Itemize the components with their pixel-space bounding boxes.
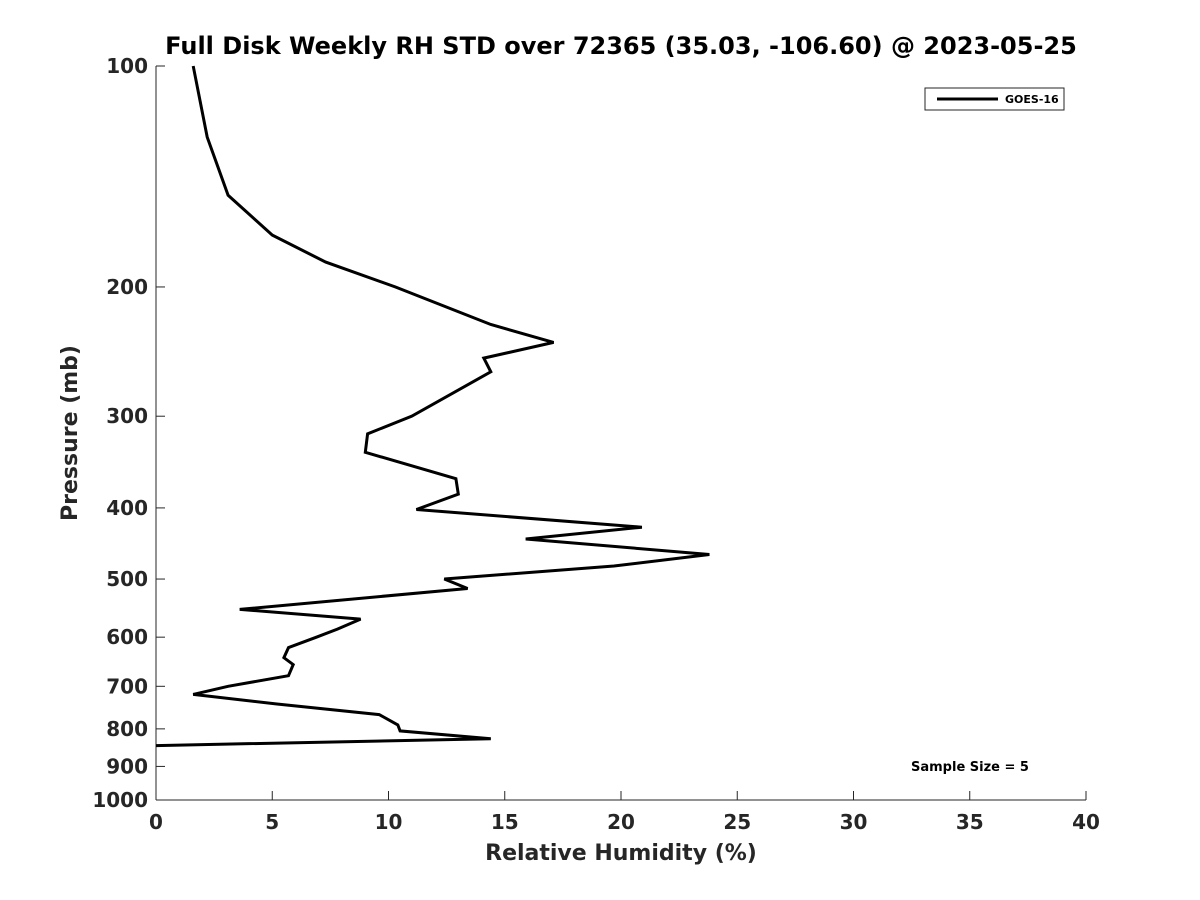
legend: GOES-16	[924, 87, 1065, 111]
y-tick-label: 600	[106, 625, 148, 649]
x-tick-label: 35	[956, 810, 984, 834]
x-tick-label: 30	[840, 810, 868, 834]
y-tick-label: 900	[106, 754, 148, 778]
legend-entry-label: GOES-16	[1005, 93, 1059, 106]
x-tick-label: 0	[149, 810, 163, 834]
y-tick-label: 100	[106, 54, 148, 78]
series-layer	[155, 65, 710, 748]
y-ticks: 100 200 300 400 500 600 700 800 900 1000	[92, 54, 165, 812]
x-axis-label: Relative Humidity (%)	[485, 841, 757, 866]
x-tick-label: 10	[375, 810, 403, 834]
x-tick-label: 20	[607, 810, 635, 834]
series-line-goes-16	[155, 65, 710, 748]
y-tick-label: 1000	[92, 788, 148, 812]
x-tick-label: 15	[491, 810, 519, 834]
y-axis-label: Pressure (mb)	[58, 345, 83, 521]
y-tick-label: 800	[106, 717, 148, 741]
x-tick-label: 40	[1072, 810, 1100, 834]
y-tick-label: 300	[106, 404, 148, 428]
sample-size-annotation: Sample Size = 5	[911, 760, 1029, 775]
y-tick-label: 500	[106, 567, 148, 591]
x-tick-label: 25	[723, 810, 751, 834]
chart-title: Full Disk Weekly RH STD over 72365 (35.0…	[165, 32, 1077, 60]
y-tick-label: 400	[106, 496, 148, 520]
x-tick-label: 5	[265, 810, 279, 834]
y-tick-label: 200	[106, 275, 148, 299]
y-tick-label: 700	[106, 674, 148, 698]
x-ticks: 0 5 10 15 20 25 30 35 40	[149, 791, 1100, 834]
